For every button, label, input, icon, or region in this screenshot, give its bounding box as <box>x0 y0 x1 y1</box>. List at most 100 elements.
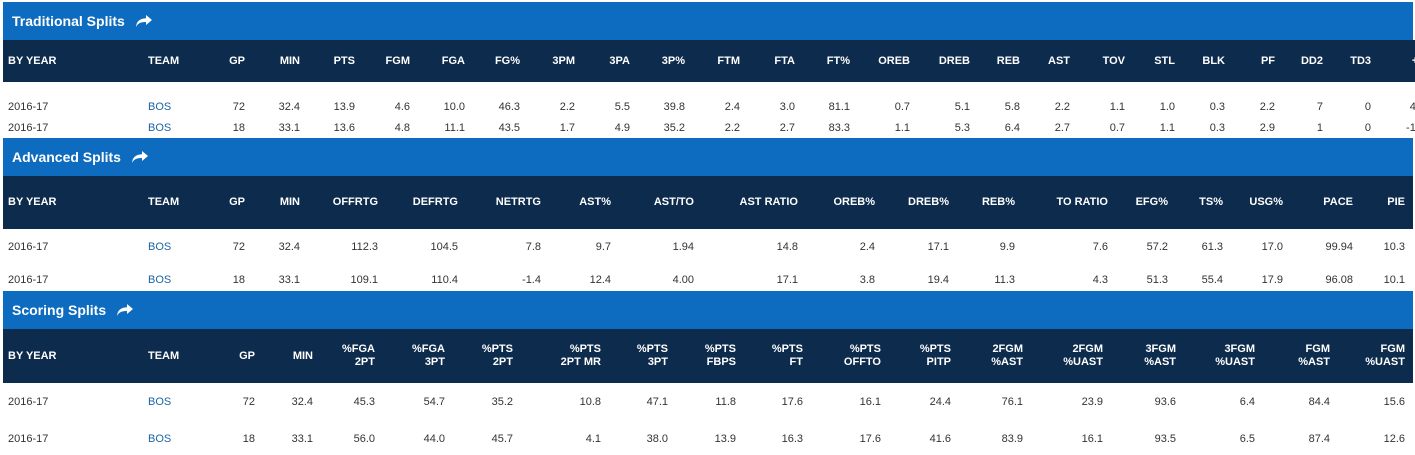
cell-defrtg: 104.5 <box>430 240 458 253</box>
column-header-gp[interactable]: GP <box>229 54 245 67</box>
column-header-pie[interactable]: PIE <box>1387 196 1405 208</box>
team-link[interactable]: BOS <box>148 122 172 134</box>
column-header-3pa[interactable]: 3PA <box>609 54 630 67</box>
column-header-ast[interactable]: AST <box>1048 54 1070 67</box>
header-line-1: %PTS <box>849 343 881 355</box>
cell-dreb: 5.3 <box>954 122 970 134</box>
column-header-col[interactable]: +/- <box>1379 40 1415 82</box>
cell-tov: 1.1 <box>1109 101 1125 113</box>
column-header-fgm-uast[interactable]: FGM %UAST <box>1338 329 1413 383</box>
table-row: 2016-17 BOS 18 33.1 109.1 110.4 -1.4 12.4 4.00 17… <box>3 264 1413 295</box>
column-header-pts-2pt-mr[interactable]: %PTS 2PT MR <box>521 329 609 383</box>
column-header-td3[interactable]: TD3 <box>1350 54 1371 67</box>
section-title: Traditional Splits <box>12 13 125 29</box>
share-arrow-icon[interactable] <box>135 14 153 28</box>
header-line-2: %UAST <box>1063 356 1103 368</box>
column-header-efg[interactable]: EFG% <box>1135 196 1168 208</box>
column-header-pts-fbps[interactable]: %PTS FBPS <box>676 329 744 383</box>
cell-reb: 11.3 <box>994 273 1015 286</box>
column-header-pts-3pt[interactable]: %PTS 3PT <box>609 329 676 383</box>
cell-min: 32.4 <box>278 240 300 253</box>
column-header-team[interactable]: TEAM <box>148 329 208 383</box>
share-arrow-icon[interactable] <box>131 150 149 164</box>
column-header-fga-3pt[interactable]: %FGA 3PT <box>383 329 453 383</box>
cell-reb: 5.8 <box>1004 101 1020 113</box>
column-header-gp[interactable]: GP <box>208 329 263 383</box>
cell-efg: 57.2 <box>1146 240 1168 253</box>
column-header-ft[interactable]: FT% <box>826 54 850 67</box>
cell-fga: 11.1 <box>444 122 465 134</box>
column-header-pts-offto[interactable]: %PTS OFFTO <box>811 329 889 383</box>
column-header-pts-pitp[interactable]: %PTS PITP <box>889 329 959 383</box>
column-header-ftm[interactable]: FTM <box>717 54 740 67</box>
column-header-min[interactable]: MIN <box>279 196 300 208</box>
cell-offrtg: 112.3 <box>351 240 378 253</box>
column-header-2fgm-ast[interactable]: 2FGM %AST <box>959 329 1031 383</box>
cell-3fgm-uast: 6.4 <box>1239 396 1255 408</box>
column-header-to-ratio[interactable]: TO RATIO <box>1056 196 1108 208</box>
team-link[interactable]: BOS <box>148 432 172 445</box>
column-header-pf[interactable]: PF <box>1260 54 1275 67</box>
column-header-fga-2pt[interactable]: %FGA 2PT <box>321 329 383 383</box>
column-header-blk[interactable]: BLK <box>1202 54 1225 67</box>
column-header-oreb[interactable]: OREB% <box>833 196 875 208</box>
column-header-3fgm-uast[interactable]: 3FGM %UAST <box>1184 329 1263 383</box>
column-header-fgm[interactable]: FGM <box>385 54 410 67</box>
table-row: 2016-17 BOS 72 32.4 45.3 54.7 35.2 10.8 47.1 11.8… <box>3 383 1413 421</box>
column-header-3p[interactable]: 3P% <box>661 54 685 67</box>
column-header-oreb[interactable]: OREB <box>878 54 910 67</box>
column-header-dd2[interactable]: DD2 <box>1300 54 1323 67</box>
column-header-usg[interactable]: USG% <box>1249 196 1283 208</box>
column-header-by-year[interactable]: BY YEAR <box>3 329 148 383</box>
column-header-reb[interactable]: REB <box>996 54 1020 67</box>
team-link[interactable]: BOS <box>148 396 172 408</box>
column-header-fgm-ast[interactable]: FGM %AST <box>1263 329 1338 383</box>
column-header-min[interactable]: MIN <box>279 54 300 67</box>
column-header-fg[interactable]: FG% <box>494 54 520 67</box>
column-header-2fgm-uast[interactable]: 2FGM %UAST <box>1031 329 1111 383</box>
cell-dreb: 17.1 <box>927 240 949 253</box>
column-header-tov[interactable]: TOV <box>1102 54 1125 67</box>
column-header-offrtg[interactable]: OFFRTG <box>332 196 378 208</box>
column-header-ast[interactable]: AST% <box>579 196 611 208</box>
column-header-pts-ft[interactable]: %PTS FT <box>744 329 811 383</box>
column-header-dreb[interactable]: DREB <box>938 54 970 67</box>
team-link[interactable]: BOS <box>148 273 172 286</box>
column-header-pts[interactable]: PTS <box>333 54 355 67</box>
column-header-pace[interactable]: PACE <box>1323 196 1353 208</box>
cell-pts-ft: 16.3 <box>781 432 803 445</box>
cell-dd2: 7 <box>1316 101 1323 113</box>
column-header-netrtg[interactable]: NETRTG <box>495 196 541 208</box>
share-arrow-icon[interactable] <box>116 303 134 317</box>
cell-netrtg: 7.8 <box>525 240 541 253</box>
column-header-ast-to[interactable]: AST/TO <box>653 196 694 208</box>
column-header-3fgm-ast[interactable]: 3FGM %AST <box>1111 329 1184 383</box>
column-header-reb[interactable]: REB% <box>981 196 1015 208</box>
section-title: Advanced Splits <box>12 149 121 165</box>
column-header-defrtg[interactable]: DEFRTG <box>412 196 458 208</box>
cell-pts-pitp: 41.6 <box>929 432 951 445</box>
column-header-gp[interactable]: GP <box>229 196 245 208</box>
column-header-team[interactable]: TEAM <box>148 54 180 67</box>
cell-by-year: 2016-17 <box>8 396 49 408</box>
column-header-by-year[interactable]: BY YEAR <box>8 196 57 208</box>
column-header-dreb[interactable]: DREB% <box>908 196 949 208</box>
column-header-min[interactable]: MIN <box>263 329 321 383</box>
header-line-1: %FGA <box>342 343 375 355</box>
column-header-fga[interactable]: FGA <box>441 54 465 67</box>
header-line-2: 2PT MR <box>560 356 601 368</box>
column-header-by-year[interactable]: BY YEAR <box>8 54 57 67</box>
cell-fgm-uast: 12.6 <box>1383 432 1405 445</box>
column-header-ast-ratio[interactable]: AST RATIO <box>739 196 798 208</box>
column-header-pts-2pt[interactable]: %PTS 2PT <box>453 329 521 383</box>
cell-min: 32.4 <box>278 101 300 113</box>
cell-ast: 9.7 <box>595 240 611 253</box>
column-header-stl[interactable]: STL <box>1154 54 1175 67</box>
column-header-3pm[interactable]: 3PM <box>552 54 575 67</box>
cell-3fgm-ast: 93.6 <box>1154 396 1176 408</box>
column-header-fta[interactable]: FTA <box>774 54 795 67</box>
team-link[interactable]: BOS <box>148 101 172 113</box>
team-link[interactable]: BOS <box>148 240 172 253</box>
column-header-team[interactable]: TEAM <box>148 196 180 208</box>
column-header-ts[interactable]: TS% <box>1199 196 1223 208</box>
